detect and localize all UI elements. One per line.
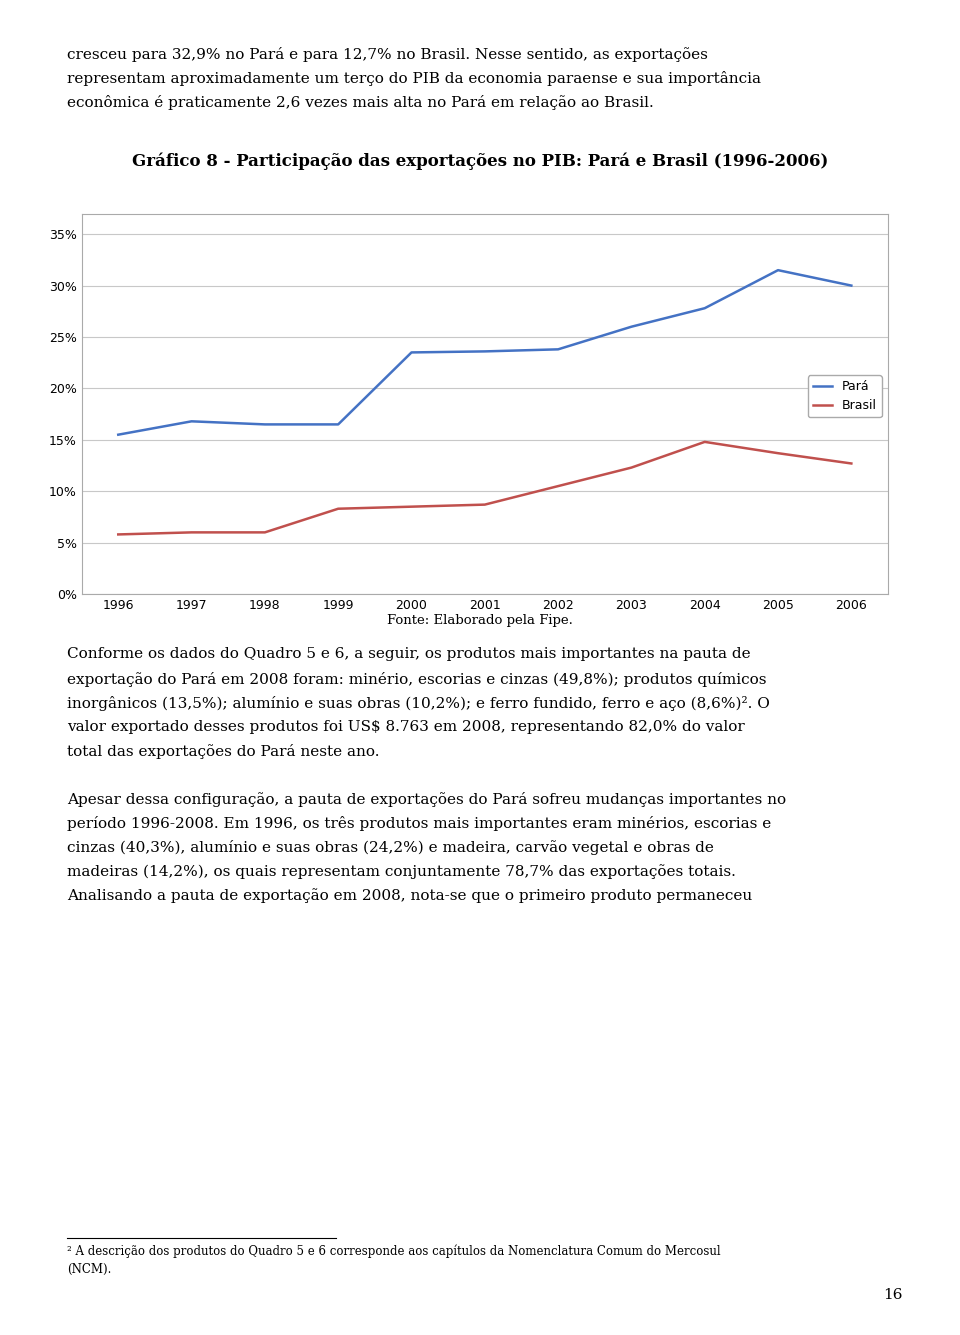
Text: Apesar dessa configuração, a pauta de exportações do Pará sofreu mudanças import: Apesar dessa configuração, a pauta de ex… [67,792,786,806]
Text: madeiras (14,2%), os quais representam conjuntamente 78,7% das exportações totai: madeiras (14,2%), os quais representam c… [67,864,736,878]
Text: econômica é praticamente 2,6 vezes mais alta no Pará em relação ao Brasil.: econômica é praticamente 2,6 vezes mais … [67,95,654,109]
Legend: Pará, Brasil: Pará, Brasil [808,375,881,418]
Text: exportação do Pará em 2008 foram: minério, escorias e cinzas (49,8%); produtos q: exportação do Pará em 2008 foram: minéri… [67,672,767,686]
Text: ² A descrição dos produtos do Quadro 5 e 6 corresponde aos capítulos da Nomencla: ² A descrição dos produtos do Quadro 5 e… [67,1244,721,1258]
Text: período 1996-2008. Em 1996, os três produtos mais importantes eram minérios, esc: período 1996-2008. Em 1996, os três prod… [67,816,772,830]
Text: representam aproximadamente um terço do PIB da economia paraense e sua importânc: representam aproximadamente um terço do … [67,71,761,85]
Text: total das exportações do Pará neste ano.: total das exportações do Pará neste ano. [67,744,380,758]
Text: Analisando a pauta de exportação em 2008, nota-se que o primeiro produto permane: Analisando a pauta de exportação em 2008… [67,888,753,902]
Text: cinzas (40,3%), alumínio e suas obras (24,2%) e madeira, carvão vegetal e obras : cinzas (40,3%), alumínio e suas obras (2… [67,840,714,854]
Text: valor exportado desses produtos foi US$ 8.763 em 2008, representando 82,0% do va: valor exportado desses produtos foi US$ … [67,720,745,733]
Text: inorgânicos (13,5%); alumínio e suas obras (10,2%); e ferro fundido, ferro e aço: inorgânicos (13,5%); alumínio e suas obr… [67,696,770,710]
Text: Fonte: Elaborado pela Fipe.: Fonte: Elaborado pela Fipe. [387,614,573,627]
Text: Gráfico 8 - Participação das exportações no PIB: Pará e Brasil (1996-2006): Gráfico 8 - Participação das exportações… [132,152,828,170]
Text: 16: 16 [883,1288,902,1302]
Text: (NCM).: (NCM). [67,1263,111,1276]
Text: cresceu para 32,9% no Pará e para 12,7% no Brasil. Nesse sentido, as exportações: cresceu para 32,9% no Pará e para 12,7% … [67,47,708,61]
Text: Conforme os dados do Quadro 5 e 6, a seguir, os produtos mais importantes na pau: Conforme os dados do Quadro 5 e 6, a seg… [67,647,751,661]
